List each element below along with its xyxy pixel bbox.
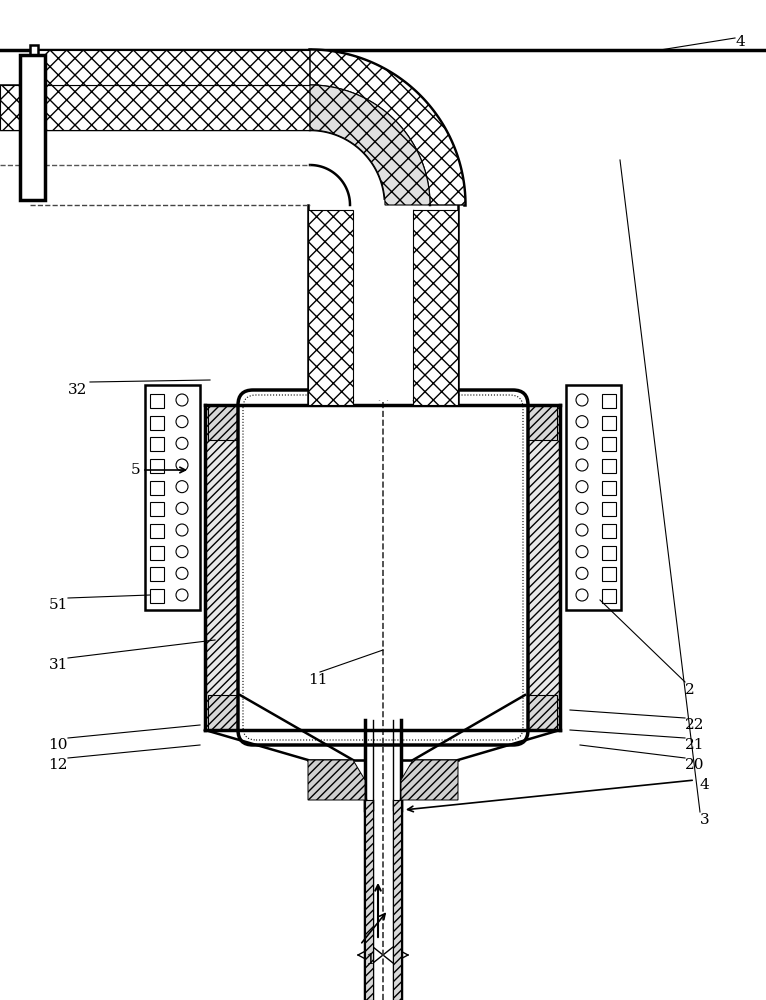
Text: 2: 2 [685, 683, 695, 697]
Text: 11: 11 [308, 673, 328, 687]
Circle shape [176, 567, 188, 579]
Bar [150, 524, 164, 538]
Polygon shape [240, 410, 275, 725]
Circle shape [576, 481, 588, 493]
Circle shape [576, 567, 588, 579]
FancyBboxPatch shape [238, 390, 528, 745]
Polygon shape [413, 210, 458, 405]
Bar [150, 502, 164, 516]
Polygon shape [208, 405, 557, 440]
Circle shape [176, 546, 188, 558]
Circle shape [576, 437, 588, 449]
Polygon shape [308, 210, 353, 405]
Polygon shape [393, 800, 401, 1000]
Circle shape [576, 546, 588, 558]
Bar [602, 416, 616, 430]
Circle shape [176, 459, 188, 471]
Circle shape [176, 589, 188, 601]
Text: 5: 5 [130, 463, 140, 477]
Circle shape [576, 416, 588, 428]
Bar [602, 524, 616, 538]
Text: 20: 20 [685, 758, 705, 772]
Polygon shape [308, 760, 365, 800]
Polygon shape [310, 85, 430, 205]
Bar [353, 200, 413, 400]
Text: 12: 12 [48, 758, 68, 772]
Text: 3: 3 [700, 813, 709, 827]
Polygon shape [490, 410, 525, 725]
Text: 22: 22 [685, 718, 705, 732]
Bar [150, 416, 164, 430]
Circle shape [176, 524, 188, 536]
Circle shape [576, 589, 588, 601]
Bar [602, 481, 616, 495]
Bar [602, 459, 616, 473]
Circle shape [576, 394, 588, 406]
Polygon shape [365, 800, 373, 1000]
Circle shape [176, 437, 188, 449]
Polygon shape [30, 50, 310, 85]
Bar [150, 394, 164, 408]
Text: 10: 10 [48, 738, 68, 752]
Text: 51: 51 [48, 598, 68, 612]
Bar [150, 481, 164, 495]
Bar [602, 546, 616, 560]
Text: 4: 4 [735, 35, 745, 49]
Bar [602, 394, 616, 408]
Circle shape [576, 459, 588, 471]
Polygon shape [310, 50, 465, 205]
Bar [145, 385, 200, 610]
Circle shape [176, 502, 188, 514]
Bar [602, 502, 616, 516]
Bar [150, 459, 164, 473]
Polygon shape [401, 760, 458, 800]
Text: 32: 32 [68, 383, 87, 397]
Circle shape [176, 394, 188, 406]
Text: 1: 1 [365, 953, 375, 967]
Bar [602, 589, 616, 603]
Bar [20, 55, 45, 200]
Circle shape [176, 481, 188, 493]
Bar [150, 546, 164, 560]
Polygon shape [208, 695, 557, 730]
Circle shape [576, 502, 588, 514]
Text: 31: 31 [48, 658, 68, 672]
Bar [566, 385, 621, 610]
Bar [150, 437, 164, 451]
Polygon shape [525, 405, 560, 730]
Bar [150, 589, 164, 603]
Polygon shape [205, 405, 240, 730]
Circle shape [176, 416, 188, 428]
Bar [602, 567, 616, 581]
Bar [602, 437, 616, 451]
Polygon shape [0, 85, 310, 130]
Text: 21: 21 [685, 738, 705, 752]
Text: 4: 4 [700, 778, 710, 792]
Bar [30, 45, 38, 170]
Bar [150, 567, 164, 581]
Circle shape [576, 524, 588, 536]
